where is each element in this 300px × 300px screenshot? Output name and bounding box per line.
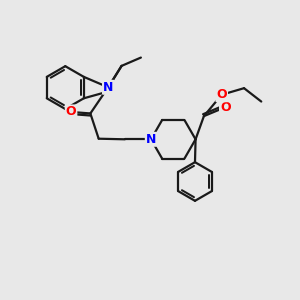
Text: O: O: [66, 106, 76, 118]
Text: N: N: [146, 133, 156, 146]
Text: O: O: [220, 101, 231, 114]
Text: O: O: [216, 88, 227, 101]
Text: N: N: [103, 81, 113, 94]
